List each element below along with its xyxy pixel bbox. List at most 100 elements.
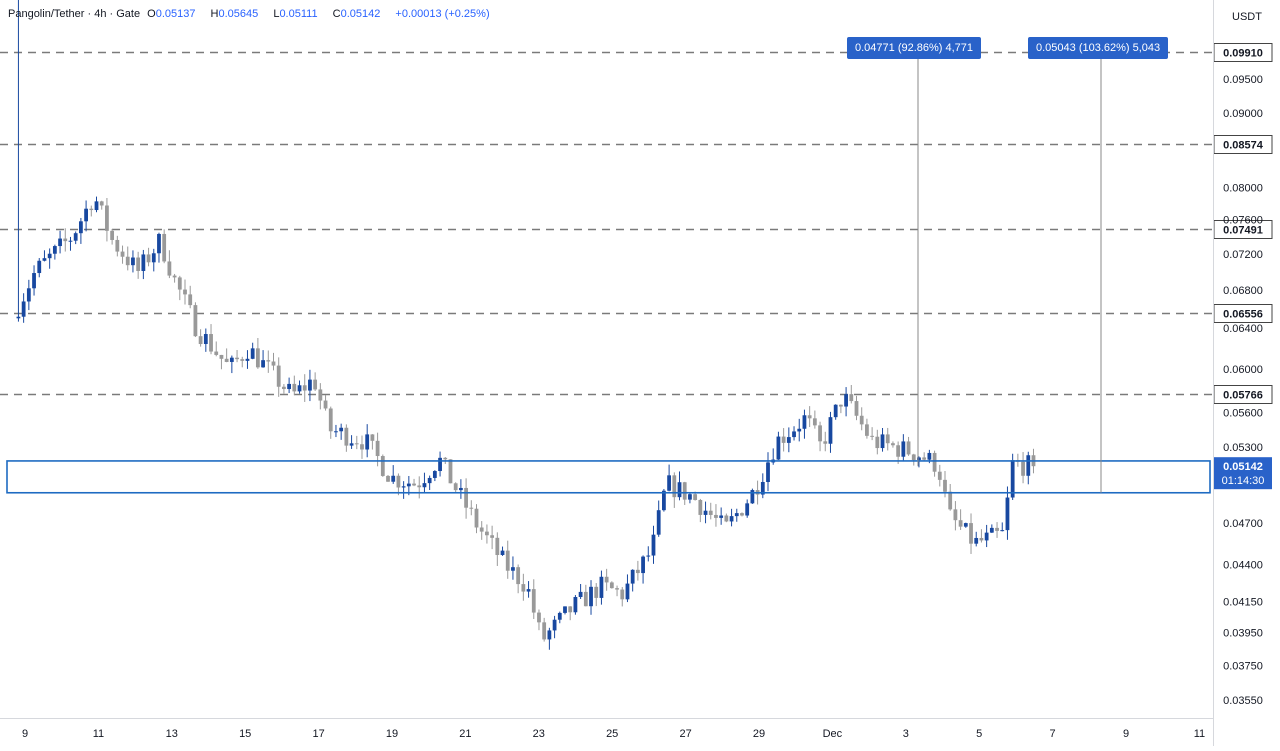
candle-body xyxy=(183,289,187,295)
candle-body xyxy=(609,582,614,589)
candle-body xyxy=(360,444,364,450)
candle-body xyxy=(276,365,281,387)
candle-body xyxy=(313,379,318,390)
candle-body xyxy=(380,456,385,476)
projection-label-2[interactable]: 0.05043 (103.62%) 5,043 xyxy=(1028,37,1169,59)
candle-body xyxy=(84,208,88,222)
candle-body xyxy=(125,256,130,266)
x-tick-label: 7 xyxy=(1050,728,1056,740)
support-zone xyxy=(6,460,1211,494)
candle-body xyxy=(370,434,375,441)
open-value: 0.05137 xyxy=(155,8,196,20)
candle-body xyxy=(42,258,47,261)
projection-label-1[interactable]: 0.04771 (92.86%) 4,771 xyxy=(847,37,982,59)
candle-body xyxy=(662,490,666,511)
candle-body xyxy=(318,389,323,401)
candle-body xyxy=(656,510,661,535)
candle-body xyxy=(323,400,328,409)
candle-body xyxy=(589,586,593,607)
candle-body xyxy=(427,477,432,484)
candle-body xyxy=(334,431,338,433)
candle-body xyxy=(989,527,994,533)
candle-body xyxy=(807,415,812,419)
candle-body xyxy=(859,415,864,425)
x-tick-label: Dec xyxy=(823,728,843,740)
y-tick-label: 0.09000 xyxy=(1223,108,1263,120)
candle-body xyxy=(16,316,21,319)
candle-body xyxy=(146,254,151,263)
candle-body xyxy=(974,537,979,544)
candle-body xyxy=(349,443,354,446)
x-tick-label: 29 xyxy=(753,728,765,740)
x-tick-label: 21 xyxy=(459,728,471,740)
y-tick-label: 0.04400 xyxy=(1223,560,1263,572)
candle-body xyxy=(812,418,817,426)
price-axis-unit[interactable]: USDT xyxy=(1232,11,1262,23)
candle-body xyxy=(838,404,843,407)
y-tick-label: 0.07200 xyxy=(1223,249,1263,261)
candle-body xyxy=(1021,461,1025,476)
candle-body xyxy=(193,305,198,337)
symbol-title: Pangolin/Tether · 4h · Gate xyxy=(8,8,141,20)
level-label: 0.08574 xyxy=(1223,140,1264,152)
candle-body xyxy=(786,437,791,443)
candle-body xyxy=(885,434,890,444)
candle-body xyxy=(250,348,255,359)
candle-body xyxy=(224,358,229,362)
y-tick-label: 0.06400 xyxy=(1223,323,1263,335)
candle-body xyxy=(932,452,937,472)
candle-body xyxy=(157,233,161,254)
candles xyxy=(16,0,1036,650)
candle-body xyxy=(396,475,401,488)
candle-body xyxy=(1000,530,1005,532)
candle-body xyxy=(32,273,36,289)
candle-body xyxy=(115,239,120,252)
candle-body xyxy=(531,589,536,613)
candle-body xyxy=(766,462,770,483)
candle-body xyxy=(781,436,786,443)
candle-body xyxy=(615,588,619,590)
candle-body xyxy=(547,630,552,640)
y-tick-label: 0.03750 xyxy=(1223,660,1263,672)
candle-body xyxy=(417,485,422,488)
candle-body xyxy=(203,334,208,345)
level-label: 0.06556 xyxy=(1223,309,1263,321)
candle-body xyxy=(198,336,203,345)
open-label: O xyxy=(147,8,156,20)
candle-body xyxy=(698,499,703,515)
candle-body xyxy=(922,457,927,460)
candle-body xyxy=(1005,497,1010,531)
candle-body xyxy=(391,475,396,482)
candle-body xyxy=(745,503,750,516)
candle-body xyxy=(734,513,739,517)
zone-rect xyxy=(6,460,1211,494)
candle-body xyxy=(958,520,963,527)
candle-body xyxy=(297,385,302,392)
candle-body xyxy=(136,257,141,271)
candle-body xyxy=(594,586,599,598)
candle-body xyxy=(963,523,968,527)
candle-body xyxy=(505,550,510,571)
candle-body xyxy=(984,532,989,541)
candle-body xyxy=(911,454,916,461)
candle-body xyxy=(47,253,52,259)
candle-body xyxy=(724,515,729,522)
candle-body xyxy=(308,379,312,391)
candle-body xyxy=(854,401,859,416)
candle-body xyxy=(495,537,500,556)
y-tick-label: 0.07600 xyxy=(1223,215,1263,227)
candle-body xyxy=(511,567,515,571)
level-label: 0.05766 xyxy=(1223,390,1263,402)
candle-body xyxy=(776,436,781,460)
candle-body xyxy=(906,441,911,455)
y-tick-label: 0.09500 xyxy=(1223,74,1263,86)
candle-body xyxy=(37,260,42,274)
x-tick-label: 27 xyxy=(679,728,691,740)
candle-body xyxy=(328,408,333,432)
candle-body xyxy=(802,415,807,429)
candle-body xyxy=(797,428,802,432)
candle-body xyxy=(240,359,245,361)
candle-body xyxy=(255,348,260,368)
